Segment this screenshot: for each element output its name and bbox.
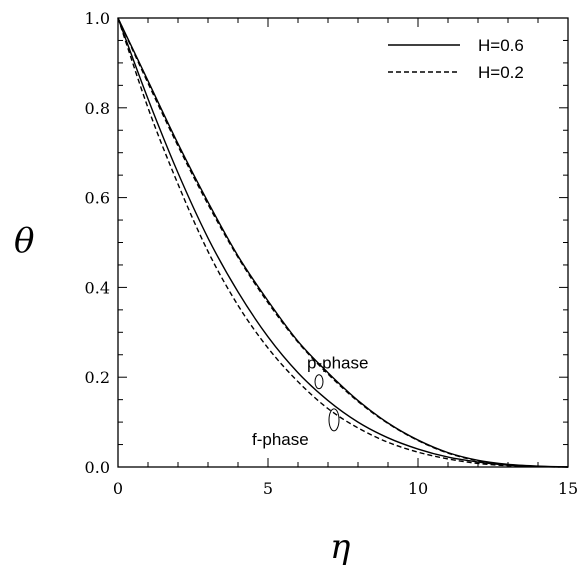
y-tick-label: 0.0 <box>85 458 110 477</box>
series-line-f-phase-solid <box>117 17 569 468</box>
series-line-p-phase-dashed <box>117 17 569 468</box>
legend: H=0.6 H=0.2 <box>388 36 524 82</box>
y-tick-label: 1.0 <box>85 9 110 28</box>
x-tick-label: 5 <box>263 479 273 498</box>
plot-frame <box>117 17 569 468</box>
series-line-p-phase-solid <box>117 17 569 468</box>
p-phase-label: p-phase <box>307 354 368 373</box>
legend-label: H=0.2 <box>478 63 524 82</box>
legend-label: H=0.6 <box>478 36 524 55</box>
series-line-f-phase-dashed <box>117 17 569 468</box>
series-layer <box>117 17 569 468</box>
x-tick-label: 0 <box>113 479 123 498</box>
y-tick-label: 0.6 <box>85 189 110 208</box>
f-phase-label: f-phase <box>252 430 309 449</box>
axes: 0 5 10 15 0.0 0.2 0.4 0.6 0.8 1.0 <box>85 9 579 498</box>
x-tick-label: 15 <box>558 479 578 498</box>
x-axis-title: η <box>330 527 351 567</box>
f-phase-marker-ellipse <box>328 408 340 432</box>
annotations: p-phase f-phase <box>252 354 368 449</box>
y-tick-label: 0.4 <box>85 278 110 297</box>
y-axis-title: θ <box>14 221 34 261</box>
x-tick-label: 10 <box>408 479 428 498</box>
y-tick-label: 0.8 <box>85 99 110 118</box>
p-phase-marker-ellipse <box>314 374 324 390</box>
y-tick-label: 0.2 <box>85 368 110 387</box>
